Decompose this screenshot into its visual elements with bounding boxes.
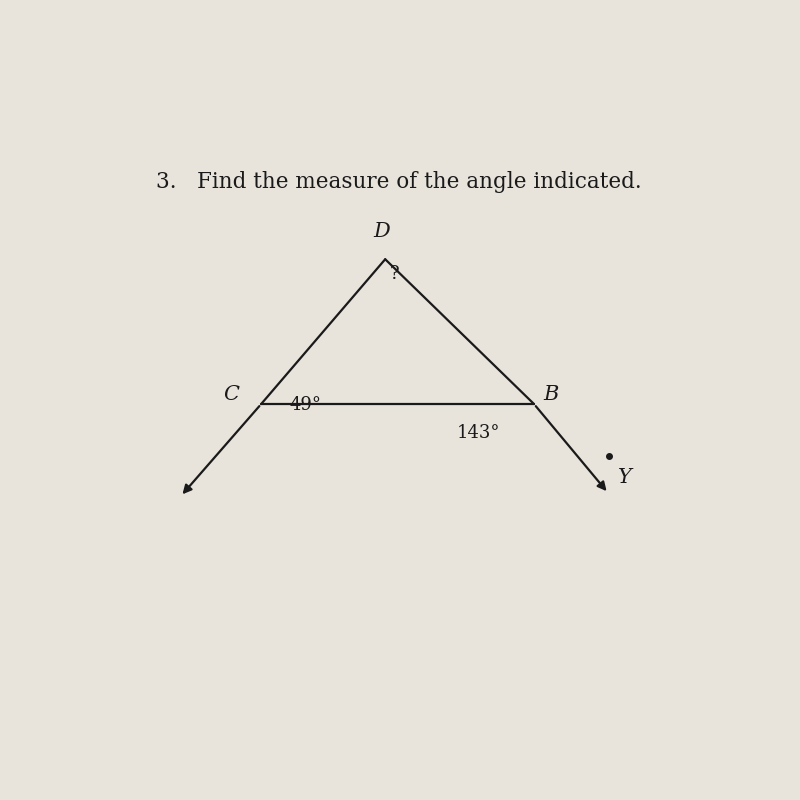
Text: 3.   Find the measure of the angle indicated.: 3. Find the measure of the angle indicat… [156, 171, 642, 194]
Text: C: C [223, 386, 239, 404]
Text: B: B [543, 386, 558, 404]
Text: 49°: 49° [289, 396, 321, 414]
Text: ?: ? [390, 266, 400, 283]
Text: Y: Y [618, 469, 631, 487]
Text: 143°: 143° [457, 424, 500, 442]
Text: D: D [374, 222, 390, 241]
